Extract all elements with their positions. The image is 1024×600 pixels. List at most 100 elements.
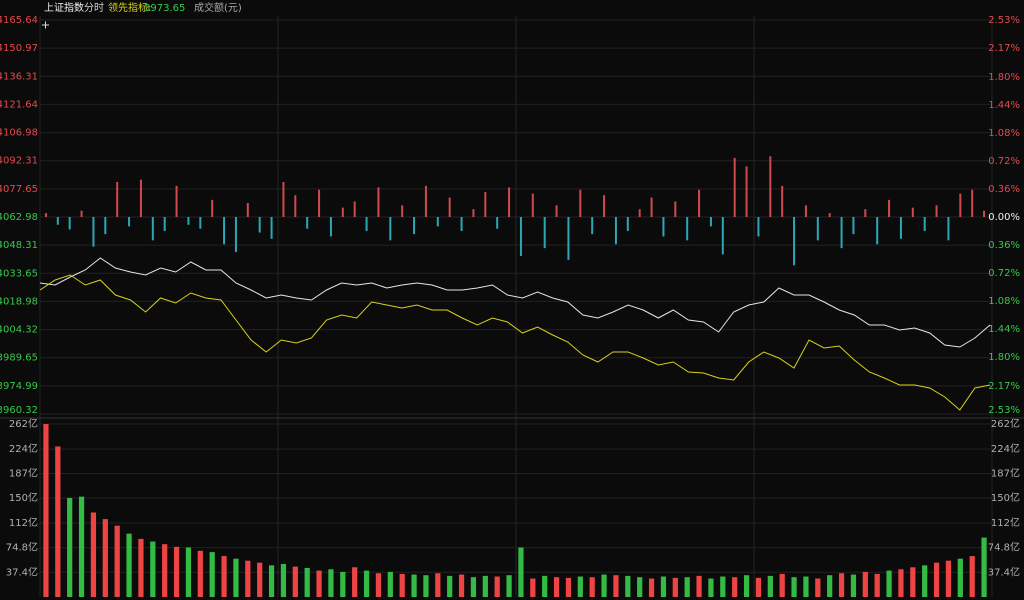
change-bar: [104, 217, 107, 235]
change-bar: [56, 217, 59, 225]
change-bar: [888, 199, 891, 217]
change-bar: [650, 197, 653, 217]
y-tick-label: 3989.65: [0, 353, 38, 364]
volume-bar: [233, 558, 239, 597]
volume-bar: [874, 573, 880, 597]
y-tick-label: 4092.31: [0, 156, 38, 167]
change-bar: [448, 197, 451, 217]
y2-tick-label: 1.80%: [988, 72, 1020, 83]
change-bar: [377, 187, 380, 217]
change-bar: [923, 217, 926, 232]
change-bar: [508, 187, 511, 217]
volume-bar: [43, 424, 49, 597]
y-tick-label: 74.8亿: [988, 541, 1020, 554]
y-tick-label: 4048.31: [0, 240, 38, 251]
change-bar: [840, 217, 843, 249]
volume-bar: [625, 575, 631, 597]
volume-bar: [114, 525, 120, 597]
volume-bar: [684, 577, 690, 597]
change-bar: [745, 166, 748, 217]
price-line: [39, 274, 991, 411]
change-bar: [460, 217, 463, 232]
change-bar: [68, 217, 71, 230]
volume-bar: [292, 566, 298, 597]
volume-bar: [221, 556, 227, 597]
change-bar: [401, 205, 404, 217]
volume-bar: [589, 577, 595, 597]
y-tick-label: 4018.98: [0, 296, 38, 307]
change-bar: [246, 202, 249, 217]
volume-bar: [553, 577, 560, 597]
change-bar: [555, 205, 558, 217]
change-bar: [698, 189, 701, 217]
change-bar: [531, 193, 534, 217]
y2-tick-label: 1.44%: [988, 324, 1020, 335]
volume-bar: [542, 575, 548, 597]
y2-tick-label: 2.17%: [988, 381, 1020, 392]
y-tick-label: 150亿: [991, 491, 1020, 504]
y-tick-label: 3974.99: [0, 381, 38, 392]
y2-tick-label: 2.53%: [988, 405, 1020, 416]
y2-tick-label: 0.72%: [988, 156, 1020, 167]
y2-tick-label: 1.08%: [988, 296, 1020, 307]
y-tick-label: 262亿: [991, 417, 1020, 430]
volume-bar: [981, 537, 987, 597]
change-bar: [436, 217, 439, 227]
volume-bar: [957, 558, 963, 597]
volume-bar: [767, 575, 773, 597]
y2-tick-label: 2.53%: [988, 15, 1020, 26]
y-tick-label: 262亿: [9, 417, 38, 430]
volume-bar: [601, 574, 607, 597]
volume-bar: [613, 575, 619, 597]
change-bar: [567, 217, 570, 260]
change-bar: [638, 209, 641, 217]
change-bar: [389, 217, 392, 241]
volume-bar: [910, 567, 916, 597]
y-tick-label: 150亿: [9, 491, 38, 504]
change-bar: [329, 217, 332, 237]
change-bar: [721, 217, 724, 255]
volume-bar: [447, 575, 453, 597]
y-tick-label: 3960.32: [0, 405, 38, 416]
volume-bar: [803, 576, 809, 597]
y2-tick-label: 1.80%: [988, 352, 1020, 363]
volume-bar: [518, 547, 524, 597]
volume-bar: [470, 577, 477, 597]
change-bar: [591, 217, 594, 235]
y-tick-label: 4106.98: [0, 128, 38, 139]
y-tick-label: 4121.64: [0, 99, 38, 110]
volume-title: 成交额(元): [194, 1, 242, 14]
change-bar: [424, 185, 427, 217]
y-tick-label: 187亿: [991, 467, 1020, 480]
change-bar: [543, 217, 546, 249]
change-bar: [781, 185, 784, 217]
change-bar: [175, 185, 178, 217]
volume-bar: [779, 573, 785, 597]
volume-bar: [245, 560, 251, 597]
change-bar: [223, 217, 226, 245]
volume-bar: [423, 575, 429, 597]
change-bar: [662, 217, 665, 237]
change-bar: [116, 181, 119, 217]
volume-bar: [791, 577, 797, 597]
y-tick-label: 112亿: [991, 516, 1020, 529]
change-bar: [92, 217, 95, 247]
volume-bar: [280, 563, 287, 597]
volume-bar: [708, 578, 714, 597]
volume-bar: [78, 496, 85, 597]
volume-bar: [637, 577, 643, 597]
volume-bar: [363, 570, 370, 597]
chart-title: 上证指数: [44, 1, 84, 14]
volume-bar: [173, 546, 180, 597]
change-bar: [899, 217, 902, 239]
change-bar: [876, 217, 879, 245]
change-bar: [757, 217, 760, 237]
change-bar: [816, 217, 819, 241]
volume-bar: [138, 538, 144, 597]
volume-bar: [886, 570, 892, 597]
change-bar: [947, 217, 950, 241]
volume-bar: [696, 575, 702, 597]
change-bar: [472, 209, 475, 217]
